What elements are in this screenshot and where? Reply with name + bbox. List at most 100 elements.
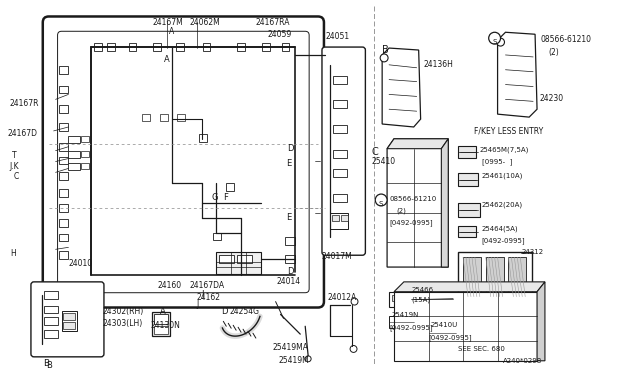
Bar — [333, 219, 347, 227]
Bar — [285, 255, 295, 263]
Bar — [203, 43, 211, 51]
Bar — [458, 146, 476, 158]
Bar — [61, 311, 77, 331]
Bar — [154, 314, 168, 324]
Text: E: E — [287, 213, 292, 222]
Text: E: E — [287, 158, 292, 167]
Bar — [44, 305, 58, 314]
Text: G: G — [211, 193, 218, 202]
Text: [0492-0995]: [0492-0995] — [389, 324, 433, 331]
Bar — [59, 204, 68, 212]
Text: 25419MA: 25419MA — [273, 343, 308, 352]
Text: 25410U: 25410U — [431, 322, 458, 328]
Text: S: S — [492, 39, 497, 45]
Bar — [59, 189, 68, 197]
Text: 24014: 24014 — [276, 277, 301, 286]
Bar — [44, 317, 58, 325]
Text: [0995-  ]: [0995- ] — [482, 158, 512, 165]
Text: 24167R: 24167R — [9, 99, 39, 108]
Text: J: J — [202, 290, 204, 299]
Bar — [486, 257, 504, 296]
Text: 25419N: 25419N — [391, 312, 419, 318]
Bar — [429, 326, 450, 340]
Bar — [59, 219, 68, 227]
Bar — [59, 105, 68, 113]
Bar — [81, 136, 89, 142]
Polygon shape — [394, 292, 537, 361]
Bar — [176, 43, 184, 51]
FancyBboxPatch shape — [322, 47, 365, 255]
Bar — [458, 173, 478, 186]
Circle shape — [375, 194, 387, 206]
Polygon shape — [382, 48, 420, 127]
Text: 25419M: 25419M — [278, 356, 309, 365]
Text: (15A): (15A) — [412, 296, 431, 303]
Text: D: D — [287, 144, 294, 153]
Text: 24167D: 24167D — [7, 129, 37, 138]
Bar — [389, 317, 407, 328]
Text: 24130N: 24130N — [150, 321, 180, 330]
Text: 24062M: 24062M — [190, 19, 221, 28]
Text: F: F — [223, 193, 228, 202]
Text: D: D — [287, 267, 294, 276]
Bar — [154, 326, 168, 334]
Text: 25465M(7,5A): 25465M(7,5A) — [480, 147, 529, 153]
Text: 24160: 24160 — [157, 281, 181, 290]
Bar — [262, 43, 269, 51]
Text: 25466: 25466 — [412, 287, 434, 293]
Bar — [330, 213, 348, 228]
Bar — [332, 215, 339, 221]
Text: SEE SEC. 680: SEE SEC. 680 — [458, 346, 505, 352]
FancyBboxPatch shape — [43, 16, 324, 308]
Bar — [458, 252, 532, 302]
Bar — [81, 151, 89, 157]
Text: 25462(20A): 25462(20A) — [482, 202, 523, 208]
Text: 24010: 24010 — [68, 259, 93, 268]
Bar — [63, 322, 76, 329]
Text: 08566-61210: 08566-61210 — [541, 35, 592, 44]
Bar — [340, 215, 348, 221]
Bar — [333, 150, 347, 158]
Bar — [220, 255, 234, 263]
Bar — [160, 114, 168, 121]
Bar — [282, 43, 289, 51]
Text: A240*0298: A240*0298 — [503, 358, 542, 364]
Bar — [177, 114, 185, 121]
Bar — [152, 312, 170, 336]
Text: [0492-0995]: [0492-0995] — [429, 334, 472, 341]
Bar — [94, 43, 102, 51]
Text: [0492-0995]: [0492-0995] — [389, 220, 433, 227]
Bar — [63, 314, 76, 320]
Text: 24254G: 24254G — [229, 307, 259, 315]
Text: 25410: 25410 — [371, 157, 396, 166]
Bar — [237, 43, 245, 51]
Text: S: S — [379, 201, 383, 207]
Text: A: A — [164, 55, 170, 64]
Text: B: B — [45, 361, 52, 370]
Text: A: A — [160, 307, 166, 315]
Polygon shape — [442, 139, 448, 267]
Text: J: J — [196, 299, 199, 309]
Bar — [216, 252, 261, 274]
Bar — [333, 100, 347, 108]
Text: B: B — [382, 45, 389, 55]
Text: 25461(10A): 25461(10A) — [482, 172, 523, 179]
Bar — [402, 295, 409, 301]
Text: 24162: 24162 — [196, 293, 221, 302]
Text: 24012A: 24012A — [328, 293, 357, 302]
Polygon shape — [387, 139, 448, 267]
Bar — [392, 295, 400, 301]
Bar — [333, 76, 347, 84]
Text: 24136H: 24136H — [424, 60, 454, 69]
Text: 24167RA: 24167RA — [256, 19, 291, 28]
Text: 24230: 24230 — [539, 94, 563, 103]
Bar — [59, 172, 68, 180]
Bar — [59, 123, 68, 131]
Polygon shape — [497, 32, 537, 117]
Bar — [333, 169, 347, 177]
Bar — [59, 251, 68, 259]
Bar — [129, 43, 136, 51]
Text: C: C — [371, 147, 378, 157]
Bar — [198, 134, 207, 142]
Bar — [59, 143, 68, 151]
